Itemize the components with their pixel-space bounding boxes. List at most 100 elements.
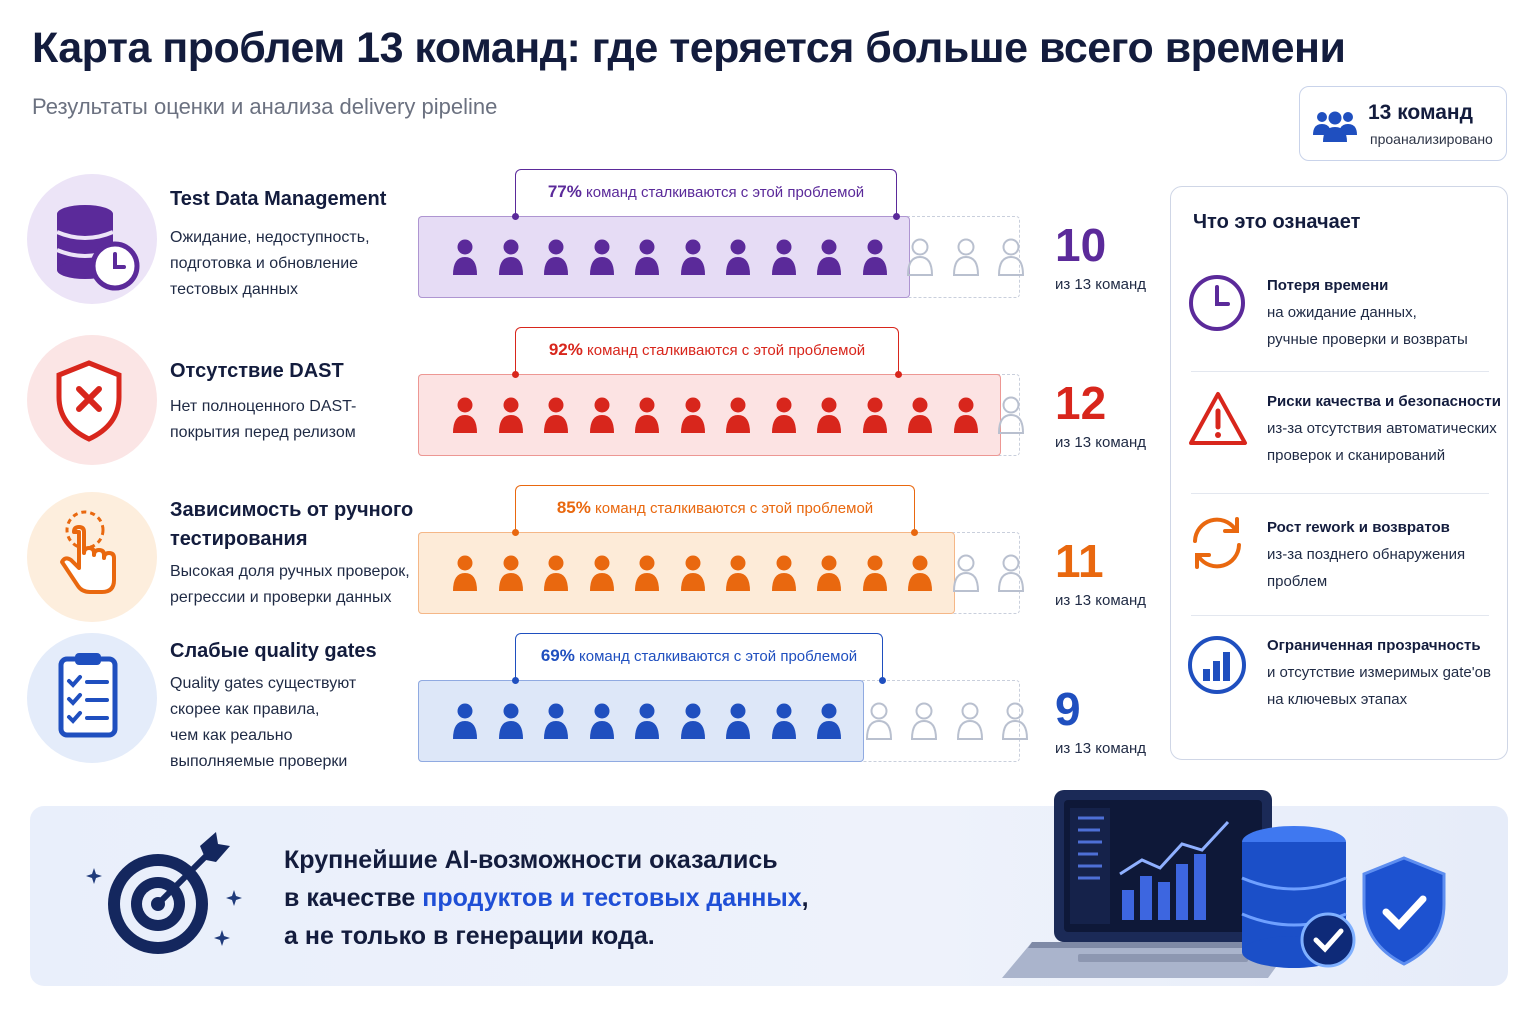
- teams-affected-count: 12: [1055, 377, 1107, 429]
- callout-dot: [895, 371, 902, 378]
- clock-icon: [1189, 275, 1245, 331]
- person-icon-affected: [680, 239, 705, 275]
- person-icon-affected: [453, 397, 477, 433]
- shield-x-icon: [56, 360, 122, 442]
- teams-total-label: из 13 команд: [1055, 592, 1147, 609]
- bar-fill: [418, 680, 864, 762]
- row-description: Нет полноценного DAST-покрытия перед рел…: [170, 398, 357, 441]
- bar-fill: [418, 374, 1001, 456]
- panel-item-desc: из-за отсутствия автоматических проверок …: [1267, 420, 1497, 464]
- panel-item-title: Риски качества и безопасности: [1267, 393, 1501, 410]
- problem-row-dast: Отсутствие DAST Нет полноценного DAST-по…: [0, 330, 1160, 480]
- row-title: Отсутствие DAST: [170, 360, 344, 382]
- row-icon-circle: [27, 492, 157, 622]
- callout-dot: [512, 677, 519, 684]
- page-subtitle: Результаты оценки и анализа delivery pip…: [32, 94, 498, 119]
- person-icon-unaffected: [907, 238, 933, 276]
- percent-caption: команд сталкиваются с этой проблемой: [574, 648, 858, 665]
- person-icon-affected: [726, 555, 750, 591]
- person-icon-unaffected: [952, 238, 979, 276]
- problem-row-test-data: Test Data Management Ожидание, недоступн…: [0, 170, 1160, 320]
- person-icon-affected: [498, 397, 523, 433]
- row-description: Ожидание, недоступность, подготовка и обн…: [170, 229, 370, 298]
- person-icon-unaffected: [998, 238, 1024, 276]
- bar-fill: [418, 532, 955, 614]
- panel-item-rework: Рост rework и возвратов из-за позднего о…: [1171, 501, 1509, 619]
- bar-chart-icon: [1188, 636, 1246, 694]
- percent-caption: команд сталкиваются с этой проблемой: [590, 500, 874, 517]
- person-icon-affected: [726, 239, 750, 275]
- person-icon-affected: [544, 703, 568, 739]
- row-title: Зависимость от ручного тестирования: [170, 499, 414, 550]
- person-icon-unaffected: [956, 702, 983, 740]
- row-description: Quality gates существуют скорее как прави…: [170, 675, 357, 770]
- person-icon-affected: [862, 397, 887, 433]
- callout-dot: [893, 213, 900, 220]
- person-icon-affected: [544, 239, 568, 275]
- callout-dot: [879, 677, 886, 684]
- person-icon-unaffected: [998, 554, 1024, 592]
- panel-item-time-loss: Потеря времени на ожидание данных, ручные…: [1171, 259, 1509, 377]
- person-icon-affected: [635, 397, 659, 433]
- panel-item-desc: и отсутствие измеримых gate'ов на ключевы…: [1267, 664, 1491, 708]
- person-icon-affected: [498, 239, 523, 275]
- person-icon-affected: [771, 397, 796, 433]
- warning-icon: [1189, 392, 1247, 445]
- callout-dot: [512, 371, 519, 378]
- percent-caption: команд сталкиваются с этой проблемой: [582, 342, 866, 359]
- percent-callout: 77% команд сталкиваются с этой проблемой: [515, 169, 897, 215]
- row-description: Высокая доля ручных проверок, регрессии и…: [170, 563, 410, 606]
- person-icon-unaffected: [998, 396, 1024, 434]
- highlight-text: продуктов и тестовых данных: [422, 884, 802, 912]
- person-icon-affected: [453, 703, 477, 739]
- hand-tap-icon: [60, 510, 116, 594]
- panel-item-quality-risk: Риски качества и безопасности из-за отсу…: [1171, 377, 1509, 495]
- team-icon: [1313, 111, 1357, 142]
- person-icon-affected: [544, 555, 568, 591]
- percent-callout: 85% команд сталкиваются с этой проблемой: [515, 485, 915, 531]
- page-title: Карта проблем 13 команд: где теряется бо…: [32, 24, 1346, 72]
- meaning-panel: Что это означает Потеря времени на ожида…: [1170, 186, 1508, 760]
- person-icon-affected: [544, 397, 568, 433]
- teams-count: 13 команд: [1368, 101, 1473, 124]
- person-icon-affected: [680, 397, 705, 433]
- database-check-icon: [1241, 826, 1356, 968]
- person-icon-affected: [498, 555, 523, 591]
- callout-dot: [911, 529, 918, 536]
- conclusion-banner: Крупнейшие AI-возможности оказались в ка…: [30, 790, 1508, 986]
- callout-dot: [512, 529, 519, 536]
- person-icon-affected: [635, 555, 659, 591]
- person-icon-affected: [498, 703, 523, 739]
- panel-title: Что это означает: [1193, 211, 1361, 233]
- teams-affected-count: 9: [1055, 683, 1081, 735]
- person-icon-affected: [680, 555, 705, 591]
- conclusion-line-3: а не только в генерации кода.: [284, 922, 655, 950]
- teams-total-label: из 13 команд: [1055, 434, 1147, 451]
- person-icon-affected: [453, 239, 477, 275]
- laptop-dashboard-icon: [1002, 790, 1294, 978]
- person-icon-affected: [862, 555, 887, 591]
- person-icon-unaffected: [911, 702, 937, 740]
- row-title: Слабые quality gates: [170, 640, 377, 662]
- person-icon-affected: [726, 397, 750, 433]
- panel-item-desc: из-за позднего обнаружения проблем: [1267, 546, 1466, 590]
- row-icon-circle: [27, 633, 157, 763]
- person-icon-affected: [589, 239, 614, 275]
- percent-callout: 69% команд сталкиваются с этой проблемой: [515, 633, 883, 679]
- person-icon-affected: [589, 703, 614, 739]
- person-icon-affected: [817, 555, 841, 591]
- percent-label: 85%: [556, 498, 591, 517]
- person-icon-affected: [635, 239, 659, 275]
- person-icon-affected: [771, 239, 796, 275]
- person-icon-unaffected: [865, 702, 892, 740]
- divider: [1191, 371, 1489, 372]
- person-icon-affected: [453, 555, 477, 591]
- person-icon-affected: [726, 703, 750, 739]
- person-icon-affected: [817, 397, 841, 433]
- person-icon-affected: [771, 703, 796, 739]
- conclusion-line-2: в качестве продуктов и тестовых данных,: [284, 884, 809, 912]
- panel-item-title: Ограниченная прозрачность: [1267, 637, 1481, 654]
- callout-dot: [512, 213, 519, 220]
- percent-label: 77%: [547, 182, 582, 201]
- person-icon-unaffected: [1002, 702, 1028, 740]
